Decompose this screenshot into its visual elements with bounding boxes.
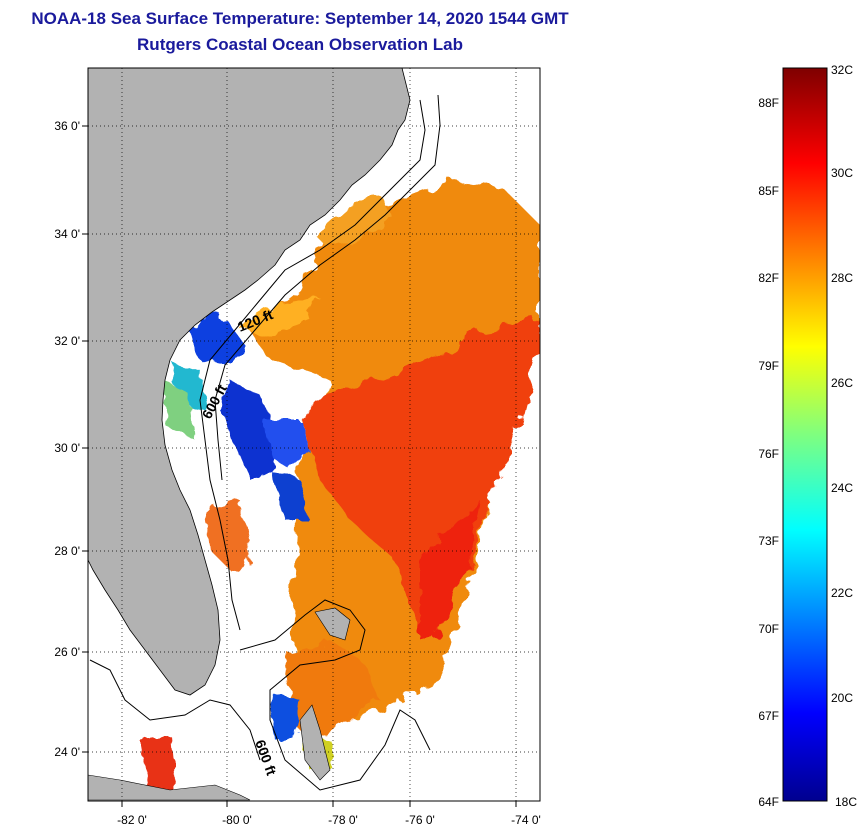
lat-tick-label: 32 0' <box>54 334 80 348</box>
colorbar-celsius-label: 20C <box>831 691 853 705</box>
colorbar-fahrenheit-label: 76F <box>758 447 779 461</box>
colorbar-fahrenheit-label: 73F <box>758 534 779 548</box>
colorbar-celsius-label: 18C <box>835 795 857 809</box>
lat-tick-label: 36 0' <box>54 119 80 133</box>
colorbar-fahrenheit-label: 67F <box>758 709 779 723</box>
colorbar-fahrenheit-label: 85F <box>758 184 779 198</box>
land-mass <box>88 68 411 696</box>
frame-ticks <box>82 125 517 807</box>
island <box>314 607 351 641</box>
lon-tick-label: -76 0' <box>405 813 435 827</box>
map-frame <box>87 67 541 802</box>
colorbar-fahrenheit-label: 88F <box>758 96 779 110</box>
island <box>299 704 331 781</box>
lat-tick-label: 28 0' <box>54 544 80 558</box>
lon-tick-label: -78 0' <box>328 813 358 827</box>
grid-lines <box>88 68 540 801</box>
lat-tick-label: 24 0' <box>54 745 80 759</box>
isobath-label-600ft-south: 600 ft <box>252 738 280 778</box>
colorbar-celsius-label: 24C <box>831 481 853 495</box>
map-title: NOAA-18 Sea Surface Temperature: Septemb… <box>31 9 569 28</box>
lon-tick-label: -74 0' <box>511 813 541 827</box>
lat-tick-label: 26 0' <box>54 645 80 659</box>
lat-tick-label: 34 0' <box>54 227 80 241</box>
isobath-lines <box>89 94 441 791</box>
colorbar-fahrenheit-label: 82F <box>758 271 779 285</box>
colorbar-fahrenheit-label: 70F <box>758 622 779 636</box>
sst-swath <box>140 180 540 795</box>
colorbar-fahrenheit-label: 79F <box>758 359 779 373</box>
colorbar-celsius-label: 26C <box>831 376 853 390</box>
lon-tick-label: -82 0' <box>117 813 147 827</box>
lat-tick-label: 30 0' <box>54 441 80 455</box>
map-subtitle: Rutgers Coastal Ocean Observation Lab <box>137 35 463 54</box>
colorbar-celsius-label: 22C <box>831 586 853 600</box>
colorbar-celsius-label: 28C <box>831 271 853 285</box>
island <box>88 774 251 801</box>
colorbar-fahrenheit-label: 64F <box>758 795 779 809</box>
colorbar-celsius-label: 30C <box>831 166 853 180</box>
lon-tick-label: -80 0' <box>222 813 252 827</box>
colorbar <box>782 67 828 802</box>
colorbar-celsius-label: 32C <box>831 63 853 77</box>
